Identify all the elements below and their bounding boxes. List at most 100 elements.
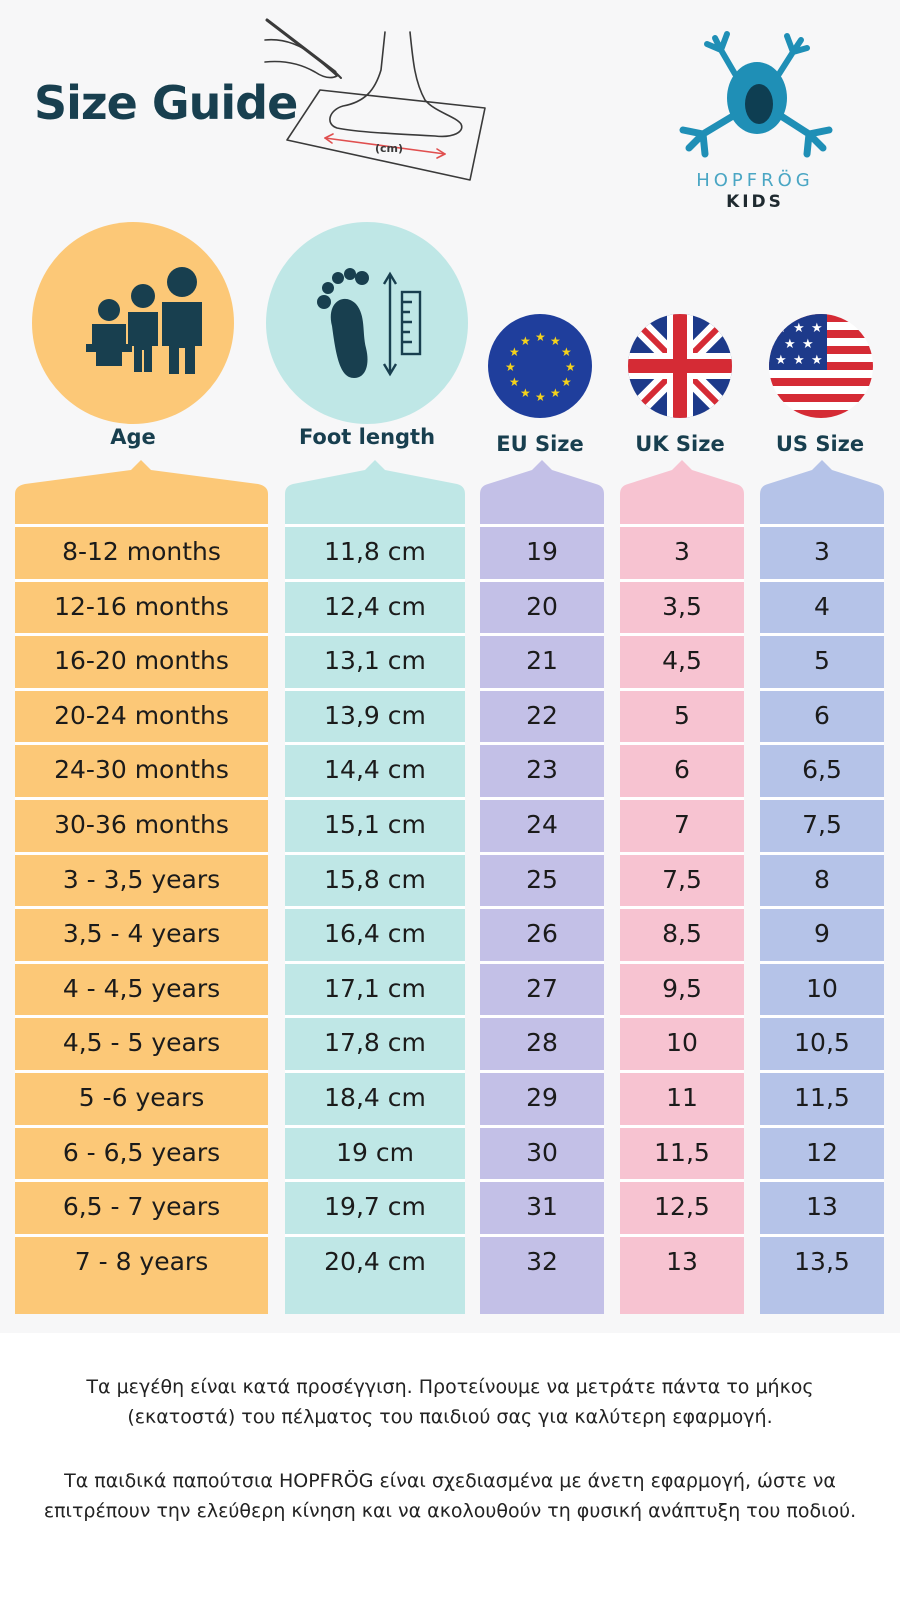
eu-flag-icon: ★ ★★★★★★★★★★★ bbox=[488, 314, 592, 418]
eu-star-icon: ★ bbox=[505, 360, 516, 374]
eu-star-icon: ★ bbox=[550, 334, 561, 348]
eu-cell: 30 bbox=[480, 1124, 604, 1177]
us-cell: 10 bbox=[760, 960, 884, 1013]
us-size-column: 3 4 5 6 6,5 7,5 8 9 10 10,5 11,5 12 13 13,5 bbox=[760, 524, 884, 1314]
age-column-header bbox=[15, 460, 268, 526]
svg-text:★: ★ bbox=[793, 321, 805, 336]
age-cell: 8-12 months bbox=[15, 524, 268, 576]
foot-cell: 15,8 cm bbox=[285, 851, 465, 904]
footer-note-fit: Τα παιδικά παπούτσια HOPFRÖG είναι σχεδι… bbox=[43, 1470, 857, 1522]
eu-star-icon: ★ bbox=[561, 345, 572, 359]
age-cell: 16-20 months bbox=[15, 633, 268, 685]
us-flag-circle: ★ ★ ★ ★ ★ ★ ★ ★ bbox=[769, 314, 873, 418]
age-cell: 20-24 months bbox=[15, 687, 268, 740]
foot-measuring-sketch-icon: (cm) bbox=[264, 18, 486, 181]
foot-length-circle bbox=[266, 222, 468, 424]
eu-size-column-label: EU Size bbox=[496, 432, 584, 456]
us-cell: 4 bbox=[760, 578, 884, 631]
sketch-unit-label: (cm) bbox=[375, 142, 403, 155]
eu-cell: 22 bbox=[480, 687, 604, 740]
uk-cell: 7,5 bbox=[620, 851, 744, 904]
eu-cell: 24 bbox=[480, 797, 604, 849]
eu-cell: 20 bbox=[480, 578, 604, 631]
eu-cell: 32 bbox=[480, 1233, 604, 1286]
foot-cell: 17,1 cm bbox=[285, 960, 465, 1013]
foot-cell: 19 cm bbox=[285, 1124, 465, 1177]
logo-brand-text: HOPFRÖG bbox=[696, 170, 814, 191]
hopfrog-logo: HOPFRÖG KIDS bbox=[675, 30, 835, 212]
uk-size-column: 3 3,5 4,5 5 6 7 7,5 8,5 9,5 10 11 11,5 12,5 13 bbox=[620, 524, 744, 1314]
foot-cell: 12,4 cm bbox=[285, 578, 465, 631]
foot-cell: 16,4 cm bbox=[285, 906, 465, 958]
us-cell: 6,5 bbox=[760, 742, 884, 794]
foot-column-header bbox=[285, 460, 465, 526]
foot-cell: 13,1 cm bbox=[285, 633, 465, 685]
uk-flag-icon bbox=[628, 314, 732, 418]
uk-flag-circle bbox=[628, 314, 732, 418]
uk-cell: 7 bbox=[620, 797, 744, 849]
uk-cell: 11,5 bbox=[620, 1124, 744, 1177]
eu-star-icon: ★ bbox=[520, 386, 531, 400]
eu-star-icon: ★ bbox=[535, 330, 546, 344]
eu-cell: 27 bbox=[480, 960, 604, 1013]
foot-cell: 14,4 cm bbox=[285, 742, 465, 794]
us-cell: 5 bbox=[760, 633, 884, 685]
eu-star-icon: ★ bbox=[561, 375, 572, 389]
age-cell: 6,5 - 7 years bbox=[15, 1179, 268, 1231]
svg-text:★: ★ bbox=[811, 353, 823, 368]
svg-text:★: ★ bbox=[811, 321, 823, 336]
family-icon bbox=[86, 267, 202, 374]
uk-cell: 3,5 bbox=[620, 578, 744, 631]
eu-flag-circle: ★ ★ ★ ★ ★ ★ ★ ★ ★ ★ ★ ★ bbox=[488, 314, 592, 418]
eu-star-icon: ★ bbox=[509, 375, 520, 389]
eu-cell: 31 bbox=[480, 1179, 604, 1231]
uk-cell: 9,5 bbox=[620, 960, 744, 1013]
eu-star-icon: ★ bbox=[565, 360, 576, 374]
us-cell: 10,5 bbox=[760, 1015, 884, 1067]
us-cell: 13,5 bbox=[760, 1233, 884, 1286]
us-cell: 6 bbox=[760, 687, 884, 740]
foot-ruler-icon bbox=[317, 268, 422, 378]
us-cell: 9 bbox=[760, 906, 884, 958]
age-column: 8-12 months 12-16 months 16-20 months 20-24… bbox=[15, 524, 268, 1314]
frog-icon bbox=[679, 31, 833, 158]
uk-cell: 4,5 bbox=[620, 633, 744, 685]
svg-text:★: ★ bbox=[793, 353, 805, 368]
uk-cell: 10 bbox=[620, 1015, 744, 1067]
eu-star-icon: ★ bbox=[520, 334, 531, 348]
eu-star-icon: ★ bbox=[535, 390, 546, 404]
age-cell: 24-30 months bbox=[15, 742, 268, 794]
eu-cell: 21 bbox=[480, 633, 604, 685]
eu-star-icon: ★ bbox=[509, 345, 520, 359]
logo-kids-text: KIDS bbox=[726, 192, 784, 212]
age-cell: 3,5 - 4 years bbox=[15, 906, 268, 958]
eu-cell: 25 bbox=[480, 851, 604, 904]
svg-text:★: ★ bbox=[775, 353, 787, 368]
us-cell: 12 bbox=[760, 1124, 884, 1177]
uk-cell: 6 bbox=[620, 742, 744, 794]
us-cell: 8 bbox=[760, 851, 884, 904]
uk-cell: 13 bbox=[620, 1233, 744, 1286]
uk-cell: 12,5 bbox=[620, 1179, 744, 1231]
eu-cell: 28 bbox=[480, 1015, 604, 1067]
age-cell: 12-16 months bbox=[15, 578, 268, 631]
foot-length-column: 11,8 cm 12,4 cm 13,1 cm 13,9 cm 14,4 cm 15,1 … bbox=[285, 524, 465, 1314]
foot-length-column-label: Foot length bbox=[298, 425, 436, 449]
age-cell: 3 - 3,5 years bbox=[15, 851, 268, 904]
uk-cell: 3 bbox=[620, 524, 744, 576]
us-cell: 3 bbox=[760, 524, 884, 576]
uk-column-header bbox=[620, 460, 744, 526]
foot-cell: 15,1 cm bbox=[285, 797, 465, 849]
svg-text:★: ★ bbox=[775, 321, 787, 336]
eu-column-header bbox=[480, 460, 604, 526]
foot-cell: 18,4 cm bbox=[285, 1070, 465, 1122]
foot-cell: 17,8 cm bbox=[285, 1015, 465, 1067]
age-cell: 30-36 months bbox=[15, 797, 268, 849]
foot-cell: 19,7 cm bbox=[285, 1179, 465, 1231]
eu-cell: 23 bbox=[480, 742, 604, 794]
foot-cell: 11,8 cm bbox=[285, 524, 465, 576]
uk-cell: 8,5 bbox=[620, 906, 744, 958]
eu-cell: 26 bbox=[480, 906, 604, 958]
age-cell: 5 -6 years bbox=[15, 1070, 268, 1122]
page-title: Size Guide bbox=[34, 76, 298, 130]
